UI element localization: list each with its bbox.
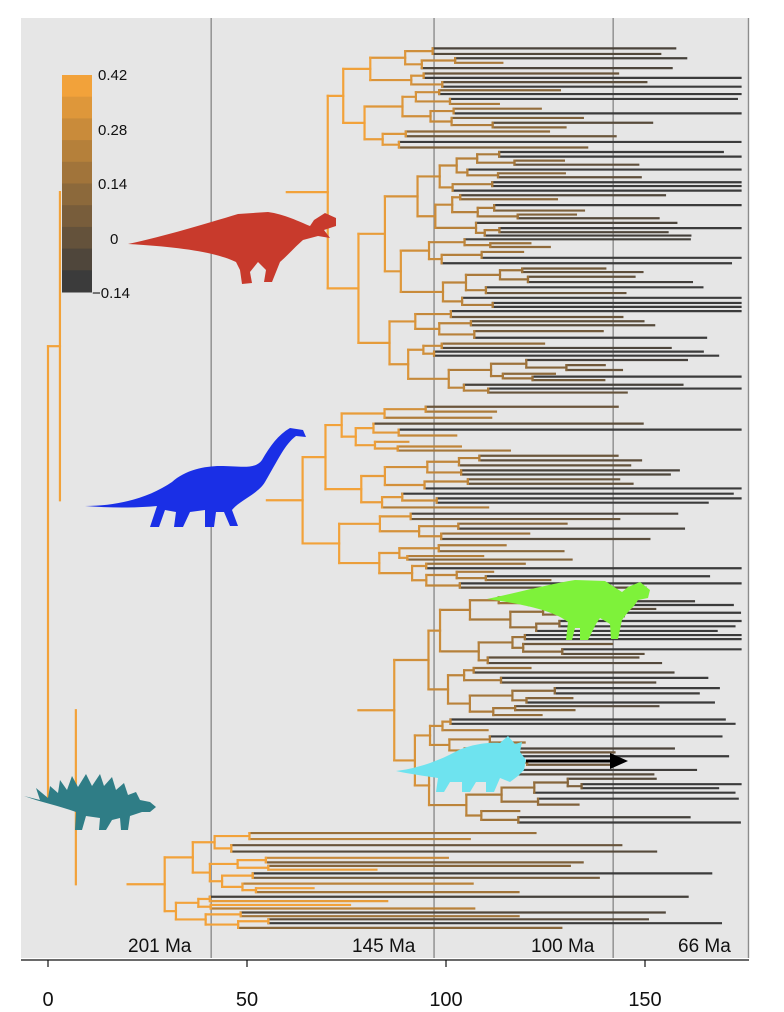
transition-arrow bbox=[526, 753, 628, 769]
ceratopsian-silhouette-icon bbox=[396, 736, 526, 792]
boundary-label-66: 66 Ma bbox=[678, 936, 731, 957]
sauropod-silhouette-icon bbox=[85, 428, 306, 527]
stegosaur-silhouette-icon bbox=[24, 774, 156, 830]
x-tick-label-100: 100 bbox=[429, 989, 462, 1011]
color-scale-step bbox=[62, 140, 92, 163]
color-scale-step bbox=[62, 183, 92, 206]
boundary-label-145: 145 Ma bbox=[352, 936, 416, 957]
legend-label-max: 0.42 bbox=[98, 67, 127, 84]
x-axis: 0 50 100 150 bbox=[21, 959, 749, 1011]
color-scale-bar bbox=[62, 75, 92, 293]
boundary-label-201: 201 Ma bbox=[128, 936, 192, 957]
boundary-label-100: 100 Ma bbox=[531, 936, 595, 957]
color-scale-step bbox=[62, 118, 92, 141]
x-tick-label-50: 50 bbox=[236, 989, 258, 1011]
legend-label-zero: 0 bbox=[110, 231, 118, 248]
color-scale-step bbox=[62, 205, 92, 228]
x-tick-label-150: 150 bbox=[628, 989, 661, 1011]
legend-label-min: −0.14 bbox=[92, 285, 130, 302]
color-scale-step bbox=[62, 161, 92, 184]
legend-label-028: 0.28 bbox=[98, 122, 127, 139]
color-scale-step bbox=[62, 226, 92, 250]
x-tick-label-0: 0 bbox=[42, 989, 53, 1011]
color-scale-step bbox=[62, 96, 92, 119]
color-scale-step bbox=[62, 248, 92, 271]
legend-label-014: 0.14 bbox=[98, 176, 127, 193]
color-scale-step bbox=[62, 75, 92, 98]
hadrosaur-silhouette-icon bbox=[487, 580, 650, 640]
color-scale-step bbox=[62, 270, 92, 293]
color-scale-legend: 0.42 0.28 0.14 0 −0.14 bbox=[62, 67, 130, 302]
theropod-silhouette-icon bbox=[128, 212, 336, 284]
